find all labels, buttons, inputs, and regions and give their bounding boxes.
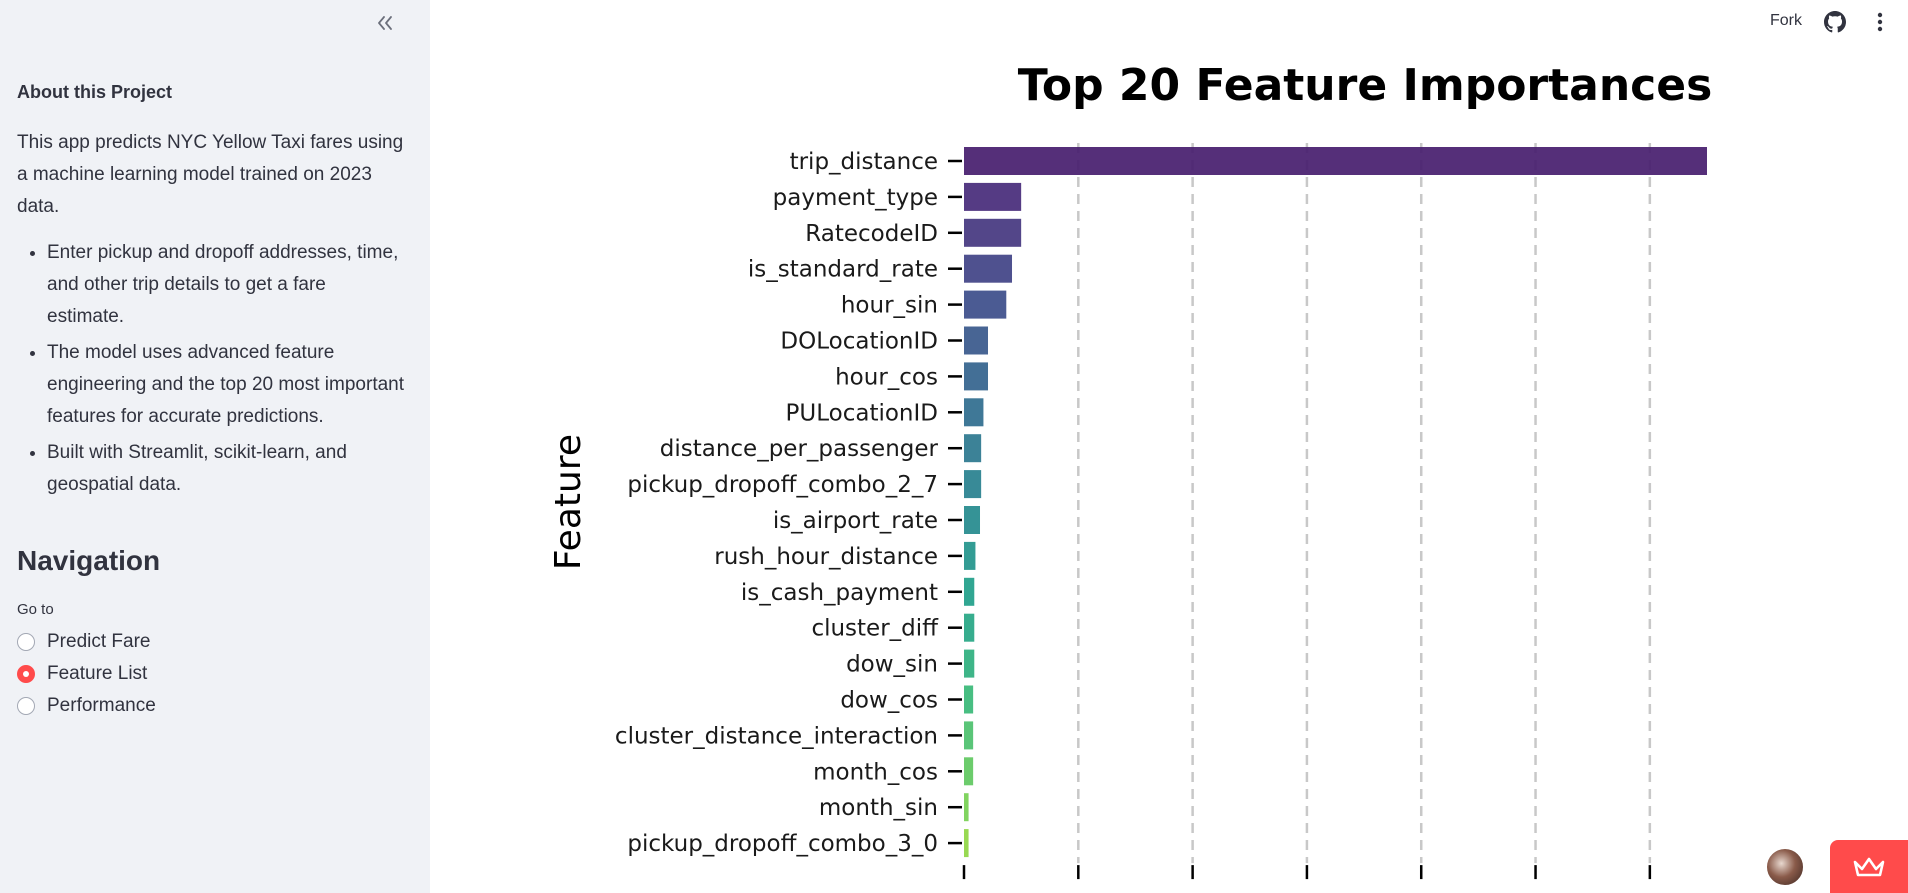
navigation-title: Navigation <box>17 545 161 576</box>
top-header: Fork <box>430 0 1908 44</box>
feature-importance-chart: Top 20 Feature Importances Feature trip_di… <box>548 60 1713 880</box>
bar-is_cash_payment <box>964 577 975 606</box>
main-menu-button[interactable] <box>1876 11 1884 38</box>
bar-distance_per_passenger <box>964 434 982 463</box>
radio-button[interactable] <box>17 633 35 651</box>
y-tick-label: month_sin <box>819 795 938 821</box>
y-tick-label: rush_hour_distance <box>714 544 938 570</box>
radio-label: Predict Fare <box>47 631 151 652</box>
bar-hour_sin <box>964 290 1007 319</box>
radio-performance[interactable]: Performance <box>17 690 407 722</box>
y-tick-label: payment_type <box>773 185 938 211</box>
bar-dow_cos <box>964 685 974 714</box>
y-tick-label: pickup_dropoff_combo_3_0 <box>627 831 938 857</box>
y-tick-label: DOLocationID <box>780 329 938 355</box>
bullet-item: Built with Streamlit, scikit-learn, and … <box>47 437 407 501</box>
bar-PULocationID <box>964 398 984 427</box>
kebab-menu-icon <box>1877 12 1883 32</box>
y-tick-label: cluster_distance_interaction <box>615 723 938 749</box>
nav-radio-group: Predict Fare Feature List Performance <box>17 626 407 722</box>
y-tick-label: is_cash_payment <box>741 580 938 606</box>
radio-label: Performance <box>47 695 156 716</box>
collapse-sidebar-button[interactable] <box>370 10 400 36</box>
y-tick-label: distance_per_passenger <box>660 436 939 462</box>
y-tick-label: pickup_dropoff_combo_2_7 <box>627 472 938 498</box>
bar-pickup_dropoff_combo_3_0 <box>964 829 969 858</box>
sidebar: About this Project This app predicts NYC… <box>0 0 430 893</box>
goto-label: Go to <box>17 601 54 618</box>
bar-RatecodeID <box>964 218 1022 247</box>
y-tick-label: month_cos <box>813 759 938 785</box>
y-tick-label: is_airport_rate <box>773 508 938 534</box>
about-bullets: Enter pickup and dropoff addresses, time… <box>17 237 407 501</box>
bar-is_standard_rate <box>964 254 1013 283</box>
bar-cluster_diff <box>964 613 975 642</box>
bar-is_airport_rate <box>964 506 981 534</box>
bar-dow_sin <box>964 649 975 678</box>
github-icon <box>1824 11 1846 33</box>
streamlit-badge-button[interactable] <box>1830 840 1908 893</box>
y-tick-label: hour_cos <box>835 364 938 390</box>
bar-rush_hour_distance <box>964 541 976 570</box>
sidebar-content: About this Project This app predicts NYC… <box>17 82 407 722</box>
about-text: This app predicts NYC Yellow Taxi fares … <box>17 132 404 217</box>
radio-predict-fare[interactable]: Predict Fare <box>17 626 407 658</box>
about-title: About this Project <box>17 82 173 102</box>
y-axis-label: Feature <box>548 434 589 570</box>
crown-icon <box>1853 857 1885 876</box>
chart-area: Top 20 Feature Importances Feature trip_di… <box>430 44 1908 893</box>
y-tick-label: is_standard_rate <box>748 257 938 283</box>
bar-month_sin <box>964 793 969 822</box>
bullet-item: Enter pickup and dropoff addresses, time… <box>47 237 407 333</box>
fork-button[interactable]: Fork <box>1770 12 1802 29</box>
y-tick-label: PULocationID <box>786 400 938 426</box>
bullet-item: The model uses advanced feature engineer… <box>47 337 407 433</box>
radio-label: Feature List <box>47 663 148 684</box>
bar-trip_distance <box>964 147 1707 175</box>
radio-button-selected[interactable] <box>17 665 35 683</box>
bar-cluster_distance_interaction <box>964 721 974 750</box>
y-tick-label: dow_sin <box>846 652 938 678</box>
double-chevron-left-icon <box>378 16 392 30</box>
y-tick-label: trip_distance <box>790 149 938 175</box>
y-tick-label: dow_cos <box>840 688 938 714</box>
y-tick-label: hour_sin <box>841 293 938 319</box>
github-link[interactable] <box>1824 11 1846 38</box>
bar-hour_cos <box>964 362 989 391</box>
bar-month_cos <box>964 757 974 786</box>
radio-feature-list[interactable]: Feature List <box>17 658 407 690</box>
bar-pickup_dropoff_combo_2_7 <box>964 470 982 499</box>
bar-DOLocationID <box>964 326 989 355</box>
chart-title: Top 20 Feature Importances <box>1018 60 1713 111</box>
y-tick-label: RatecodeID <box>805 221 938 247</box>
radio-button[interactable] <box>17 697 35 715</box>
bar-payment_type <box>964 182 1022 211</box>
user-avatar[interactable] <box>1765 847 1805 887</box>
y-tick-label: cluster_diff <box>811 616 939 642</box>
